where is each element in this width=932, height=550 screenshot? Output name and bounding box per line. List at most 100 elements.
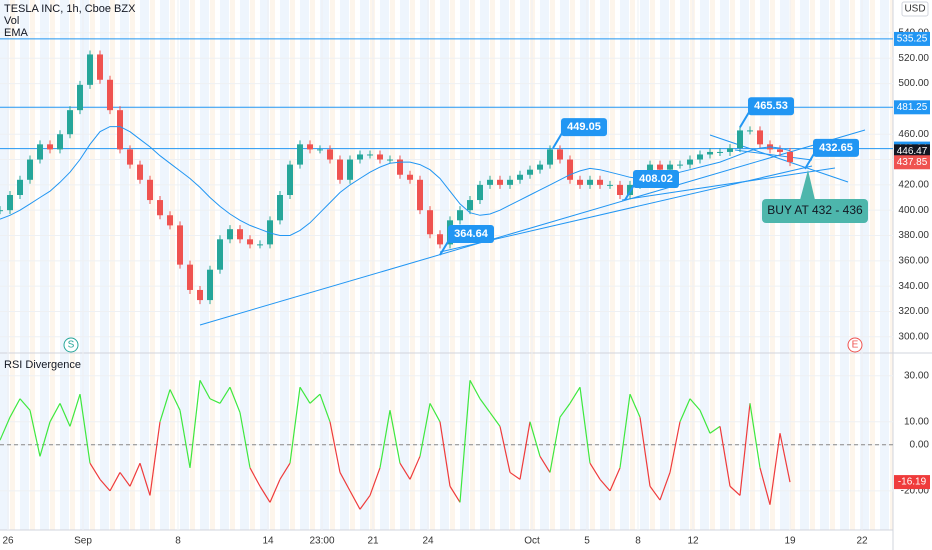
x-tick-label: 5 bbox=[584, 536, 590, 547]
rsi-segment bbox=[149, 421, 161, 496]
rsi-segment bbox=[619, 394, 631, 468]
rsi-last-value: -16.19 bbox=[898, 477, 927, 488]
candle bbox=[177, 225, 183, 265]
rsi-segment bbox=[0, 416, 11, 441]
rsi-segment bbox=[689, 398, 701, 411]
rsi-segment bbox=[589, 462, 601, 480]
rsi-segment bbox=[249, 467, 261, 487]
rsi-segment bbox=[539, 455, 551, 473]
candle bbox=[427, 210, 433, 235]
candle bbox=[597, 179, 603, 185]
rsi-segment bbox=[629, 393, 641, 418]
candle bbox=[367, 154, 373, 156]
rsi-segment bbox=[769, 433, 781, 505]
price-label-box bbox=[894, 155, 930, 170]
candle bbox=[117, 110, 123, 150]
rsi-segment bbox=[699, 410, 711, 434]
rsi-segment bbox=[559, 403, 571, 418]
candle bbox=[337, 159, 343, 180]
y-tick-label: 0.00 bbox=[910, 439, 930, 450]
candle bbox=[0, 210, 3, 212]
y-tick-label: 420.00 bbox=[898, 180, 929, 191]
y-tick-label: 360.00 bbox=[898, 255, 929, 266]
candle bbox=[57, 134, 63, 150]
rsi-segment bbox=[719, 426, 731, 487]
candle bbox=[77, 84, 83, 111]
candle bbox=[527, 169, 533, 175]
x-tick-label: Oct bbox=[524, 536, 540, 547]
candle bbox=[227, 229, 233, 240]
candle bbox=[167, 215, 173, 226]
candle bbox=[187, 264, 193, 290]
candle bbox=[657, 164, 663, 170]
y-tick-label: 30.00 bbox=[904, 370, 929, 381]
candle bbox=[417, 179, 423, 211]
earnings-marker[interactable] bbox=[847, 337, 863, 353]
y-tick-label: 10.00 bbox=[904, 416, 929, 427]
candle bbox=[437, 234, 443, 245]
rsi-segment bbox=[649, 485, 661, 501]
rsi-segment bbox=[19, 398, 31, 411]
candle bbox=[707, 151, 713, 155]
signal-text: BUY AT 432 - 436 bbox=[767, 203, 863, 217]
rsi-segment bbox=[59, 403, 71, 427]
candle bbox=[787, 151, 793, 163]
candle bbox=[717, 151, 723, 153]
rsi-segment bbox=[479, 398, 491, 413]
y-tick-label: 340.00 bbox=[898, 281, 929, 292]
signal-box bbox=[762, 199, 868, 223]
candle bbox=[557, 149, 563, 160]
session-background bbox=[0, 0, 893, 530]
rsi-segment bbox=[639, 417, 651, 487]
rsi-segment bbox=[429, 403, 441, 423]
rsi-segment bbox=[509, 471, 521, 480]
rsi-segment bbox=[759, 467, 771, 505]
rsi-segment bbox=[669, 421, 681, 473]
volume-label: Vol bbox=[4, 15, 19, 27]
trend-line bbox=[199, 129, 866, 326]
candle bbox=[377, 154, 383, 160]
candle bbox=[387, 159, 393, 161]
rsi-segment bbox=[329, 421, 341, 473]
candle bbox=[577, 179, 583, 185]
candle bbox=[17, 179, 23, 195]
candle bbox=[267, 220, 273, 245]
ema-legend: EMA bbox=[4, 27, 29, 39]
candle bbox=[147, 179, 153, 201]
x-tick-label: 22 bbox=[856, 536, 868, 547]
y-tick-label: 520.00 bbox=[898, 53, 929, 64]
rsi-segment bbox=[579, 387, 591, 464]
rsi-segment bbox=[29, 410, 41, 457]
rsi-segment bbox=[219, 386, 231, 404]
candle bbox=[547, 149, 553, 165]
rsi-segment bbox=[229, 387, 241, 413]
rsi-segment bbox=[399, 462, 411, 480]
candle bbox=[397, 159, 403, 175]
x-tick-label: 21 bbox=[367, 536, 379, 547]
candle bbox=[677, 164, 683, 166]
rsi-segment bbox=[99, 478, 111, 492]
candle bbox=[47, 144, 53, 150]
candle bbox=[107, 79, 113, 111]
rsi-segment bbox=[709, 425, 721, 434]
candle bbox=[747, 130, 753, 132]
rsi-segment bbox=[379, 410, 391, 468]
callout-box bbox=[448, 224, 494, 243]
rsi-segment bbox=[349, 490, 361, 510]
split-marker[interactable] bbox=[63, 337, 79, 353]
callout-box bbox=[561, 118, 607, 137]
rsi-segment bbox=[489, 412, 501, 427]
candle bbox=[247, 239, 253, 245]
rsi-segment bbox=[519, 421, 531, 480]
level-label: 481.25 bbox=[897, 102, 928, 113]
candle bbox=[497, 179, 503, 185]
callout-box bbox=[813, 138, 859, 157]
y-tick-label: 320.00 bbox=[898, 306, 929, 317]
callout-label: 432.65 bbox=[819, 142, 853, 154]
x-tick-label: 12 bbox=[687, 536, 699, 547]
rsi-segment bbox=[119, 472, 131, 487]
candle bbox=[477, 184, 483, 201]
x-tick-label: 8 bbox=[635, 536, 641, 547]
currency-box[interactable] bbox=[901, 1, 929, 17]
rsi-segment bbox=[79, 394, 91, 464]
